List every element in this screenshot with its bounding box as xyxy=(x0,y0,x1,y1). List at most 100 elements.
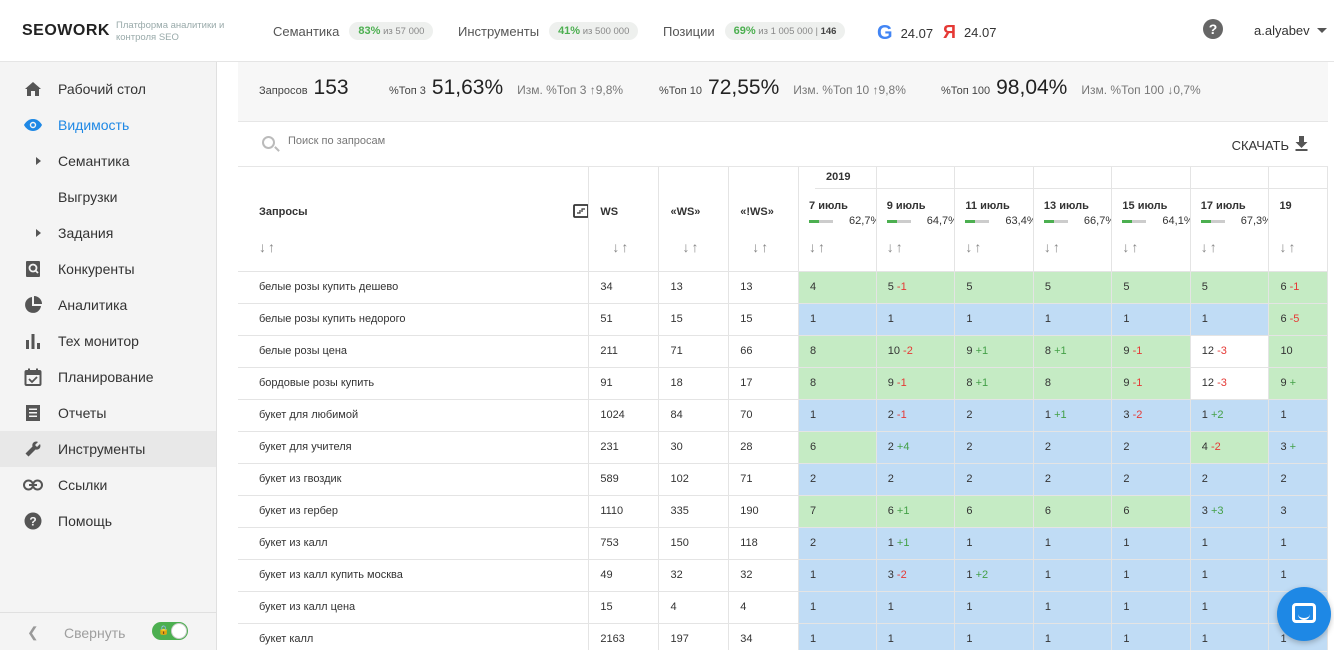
position-cell[interactable]: 10 xyxy=(1268,335,1328,368)
position-cell[interactable]: 1 xyxy=(1268,559,1328,592)
query-cell[interactable]: белые розы купить дешево xyxy=(238,271,590,304)
position-cell[interactable]: 1 xyxy=(798,303,877,336)
position-cell[interactable]: 1 xyxy=(1033,591,1113,624)
query-cell[interactable]: букет для любимой xyxy=(238,399,590,432)
help-icon[interactable]: ? xyxy=(1203,19,1223,39)
position-cell[interactable]: 9 +1 xyxy=(954,335,1034,368)
position-cell[interactable]: 1 xyxy=(1111,303,1191,336)
position-cell[interactable]: 1 xyxy=(798,399,877,432)
sidebar-item-semantics[interactable]: Семантика xyxy=(0,143,216,179)
position-cell[interactable]: 3 xyxy=(1268,495,1328,528)
sidebar-item-reports[interactable]: Отчеты xyxy=(0,395,216,431)
position-cell[interactable]: 1 xyxy=(954,527,1034,560)
sort-arrows-icon[interactable]: ↓↑ xyxy=(809,239,828,255)
sidebar-item-exports[interactable]: Выгрузки xyxy=(0,179,216,215)
sidebar-item-tools[interactable]: Инструменты xyxy=(0,431,216,467)
position-cell[interactable]: 7 xyxy=(798,495,877,528)
position-cell[interactable]: 1 xyxy=(1190,559,1270,592)
sort-arrows-icon[interactable]: ↓↑ xyxy=(1122,239,1141,255)
app-logo[interactable]: SEOWORK xyxy=(22,22,110,39)
sidebar-item-planning[interactable]: Планирование xyxy=(0,359,216,395)
position-cell[interactable]: 5 xyxy=(1111,271,1191,304)
query-cell[interactable]: букет из гербер xyxy=(238,495,590,528)
sort-arrows-icon[interactable]: ↓↑ xyxy=(886,239,905,255)
sidebar-item-competitors[interactable]: Конкуренты xyxy=(0,251,216,287)
position-cell[interactable]: 1 xyxy=(954,303,1034,336)
table-row[interactable]: бордовые розы купить 91 18 17 8 9 -1 8 +1 8 9 -1… xyxy=(238,367,1328,400)
search-input[interactable] xyxy=(288,135,588,147)
sort-arrows-icon[interactable]: ↓↑ xyxy=(682,239,701,255)
position-cell[interactable]: 5 -1 xyxy=(876,271,956,304)
chevron-left-icon[interactable]: ❮ xyxy=(27,624,39,640)
position-cell[interactable]: 1 xyxy=(1190,527,1270,560)
position-cell[interactable]: 6 xyxy=(1033,495,1113,528)
position-cell[interactable]: 2 xyxy=(954,463,1034,496)
position-cell[interactable]: 1 xyxy=(1190,591,1270,624)
table-row[interactable]: букет калл 2163 197 34 1 1 1 1 1 1 1 xyxy=(238,623,1328,650)
table-row[interactable]: букет из калл цена15441111111 xyxy=(238,591,1328,624)
position-cell[interactable]: 1 xyxy=(876,623,956,650)
position-cell[interactable]: 6 -5 xyxy=(1268,303,1328,336)
position-cell[interactable]: 2 +4 xyxy=(876,431,956,464)
position-cell[interactable]: 2 xyxy=(798,527,877,560)
position-cell[interactable]: 1 xyxy=(798,559,877,592)
tools-stat[interactable]: Инструменты 41% из 500 000 xyxy=(458,22,639,40)
position-cell[interactable]: 2 xyxy=(1190,463,1270,496)
sidebar-item-dashboard[interactable]: Рабочий стол xyxy=(0,71,216,107)
table-row[interactable]: букет для любимой 1024 84 70 1 2 -1 2 1 +1 3 -2 1… xyxy=(238,399,1328,432)
position-cell[interactable]: 9 -1 xyxy=(1111,335,1191,368)
sort-arrows-icon[interactable]: ↓↑ xyxy=(1043,239,1062,255)
position-cell[interactable]: 12 -3 xyxy=(1190,367,1270,400)
position-cell[interactable]: 2 xyxy=(1268,463,1328,496)
query-cell[interactable]: белые розы цена xyxy=(238,335,590,368)
position-cell[interactable]: 1 xyxy=(798,591,877,624)
query-cell[interactable]: букет калл xyxy=(238,623,590,650)
table-row[interactable]: букет для учителя 231 30 28 6 2 +4 2 2 2 4 -2 3 + xyxy=(238,431,1328,464)
position-cell[interactable]: 2 xyxy=(954,399,1034,432)
position-cell[interactable]: 1 xyxy=(876,303,956,336)
positions-stat[interactable]: Позиции 69% из 1 005 000 | 146 xyxy=(663,22,846,40)
sort-arrows-icon[interactable]: ↓↑ xyxy=(752,239,771,255)
query-cell[interactable]: белые розы купить недорого xyxy=(238,303,590,336)
position-cell[interactable]: 2 xyxy=(1111,463,1191,496)
position-cell[interactable]: 2 xyxy=(1111,431,1191,464)
position-cell[interactable]: 1 xyxy=(1111,559,1191,592)
query-cell[interactable]: букет из калл цена xyxy=(238,591,590,624)
position-cell[interactable]: 1 +1 xyxy=(1033,399,1113,432)
chat-button[interactable] xyxy=(1277,587,1331,641)
position-cell[interactable]: 9 -1 xyxy=(876,367,956,400)
position-cell[interactable]: 2 xyxy=(876,463,956,496)
position-cell[interactable]: 1 xyxy=(1111,591,1191,624)
position-cell[interactable]: 10 -2 xyxy=(876,335,956,368)
position-cell[interactable]: 1 +2 xyxy=(1190,399,1270,432)
position-cell[interactable]: 5 xyxy=(954,271,1034,304)
position-cell[interactable]: 3 + xyxy=(1268,431,1328,464)
position-cell[interactable]: 1 xyxy=(1033,559,1113,592)
position-cell[interactable]: 1 xyxy=(1268,527,1328,560)
position-cell[interactable]: 1 xyxy=(798,623,877,650)
position-cell[interactable]: 9 + xyxy=(1268,367,1328,400)
sidebar-item-help[interactable]: ? Помощь xyxy=(0,503,216,539)
chevron-down-icon[interactable] xyxy=(1317,28,1327,33)
position-cell[interactable]: 1 xyxy=(1268,399,1328,432)
sidebar-item-tech-monitor[interactable]: Тех монитор xyxy=(0,323,216,359)
lock-toggle[interactable]: 🔒 xyxy=(152,622,188,640)
position-cell[interactable]: 12 -3 xyxy=(1190,335,1270,368)
sidebar-item-visibility[interactable]: Видимость xyxy=(0,107,216,143)
expand-icon[interactable] xyxy=(573,204,588,221)
sidebar-item-tasks[interactable]: Задания xyxy=(0,215,216,251)
table-row[interactable]: белые розы купить недорого 51 15 15 1 1 1 1 1 1 6 … xyxy=(238,303,1328,336)
sort-arrows-icon[interactable]: ↓↑ xyxy=(965,239,984,255)
position-cell[interactable]: 4 xyxy=(798,271,877,304)
position-cell[interactable]: 3 +3 xyxy=(1190,495,1270,528)
user-menu[interactable]: a.alyabev xyxy=(1254,23,1310,38)
query-cell[interactable]: букет из калл xyxy=(238,527,590,560)
position-cell[interactable]: 2 xyxy=(954,431,1034,464)
position-cell[interactable]: 1 xyxy=(1033,623,1113,650)
position-cell[interactable]: 6 xyxy=(1111,495,1191,528)
position-cell[interactable]: 6 xyxy=(954,495,1034,528)
table-row[interactable]: букет из калл купить москва 49 32 32 1 3 -2 1 … xyxy=(238,559,1328,592)
position-cell[interactable]: 6 -1 xyxy=(1268,271,1328,304)
position-cell[interactable]: 2 xyxy=(798,463,877,496)
position-cell[interactable]: 2 xyxy=(1033,431,1113,464)
